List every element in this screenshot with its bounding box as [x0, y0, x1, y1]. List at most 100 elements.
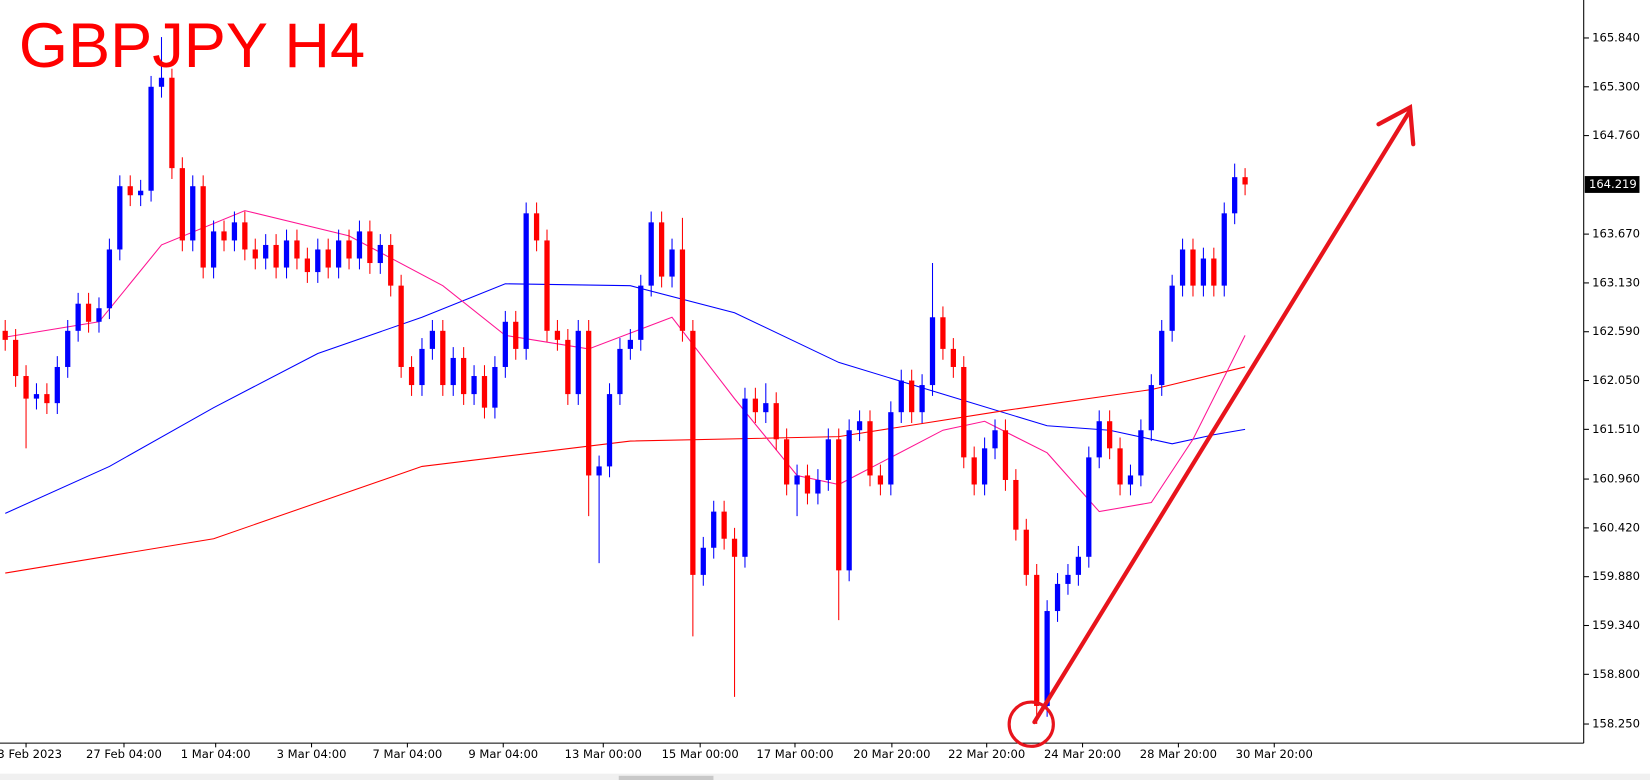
- candle-body: [471, 376, 477, 395]
- candle-body: [96, 308, 102, 322]
- y-tick-label: 165.840: [1592, 30, 1640, 44]
- candle-body: [617, 348, 623, 395]
- candle-body: [815, 479, 821, 494]
- candle-body: [784, 439, 790, 485]
- y-tick-label: 160.420: [1592, 520, 1640, 534]
- x-tick-label: 1 Mar 04:00: [181, 747, 251, 761]
- candle-body: [836, 439, 842, 571]
- y-tick-label: 165.300: [1592, 79, 1640, 93]
- x-tick-label: 30 Mar 20:00: [1236, 747, 1313, 761]
- candle-body: [1169, 285, 1175, 331]
- y-tick-label: 159.340: [1592, 618, 1640, 632]
- candle-body: [523, 213, 529, 349]
- candle-body: [606, 394, 613, 467]
- y-tick-label: 158.250: [1592, 717, 1640, 731]
- x-tick-label: 23 Feb 2023: [0, 747, 62, 761]
- candle-body: [1013, 479, 1019, 530]
- candle-body: [721, 511, 727, 539]
- candle-body: [210, 231, 217, 268]
- candle-body: [909, 380, 915, 413]
- candle-body: [388, 244, 394, 286]
- axes: 165.840 165.300 164.760 163.670 163.130 162.5…: [0, 30, 1640, 761]
- candle-body: [898, 380, 904, 413]
- trend-arrow: [1032, 108, 1413, 725]
- last-price-box: [1584, 176, 1640, 193]
- candle-body: [929, 317, 936, 386]
- y-tick-label: 162.050: [1592, 373, 1640, 387]
- candle-body: [335, 240, 342, 268]
- candle-body: [346, 240, 352, 259]
- low-marker-circle: [1007, 700, 1055, 748]
- candle-body: [1075, 556, 1082, 575]
- candle-body: [200, 186, 206, 268]
- candle-body: [75, 303, 81, 331]
- candle-body: [1242, 177, 1248, 185]
- candle-body: [950, 348, 956, 367]
- candle-body: [856, 421, 863, 431]
- candle-body: [648, 222, 654, 286]
- candle-body: [1179, 249, 1186, 286]
- candle-body: [429, 330, 436, 349]
- y-tick-label: 163.670: [1592, 227, 1640, 241]
- candle-body: [1054, 583, 1061, 612]
- candle-body: [1044, 611, 1050, 706]
- candle-body: [1148, 385, 1154, 431]
- candle-body: [679, 249, 686, 331]
- candle-body: [2, 330, 8, 340]
- y-tick-label: 159.880: [1592, 569, 1640, 583]
- candle-body: [252, 249, 258, 259]
- x-tick-label: 7 Mar 04:00: [372, 747, 442, 761]
- x-tick-label: 15 Mar 00:00: [662, 747, 739, 761]
- candle-body: [731, 538, 738, 557]
- moving-average-line: [5, 366, 1246, 574]
- candle-body: [565, 339, 571, 395]
- moving-average-line: [5, 210, 1246, 513]
- candle-body: [325, 249, 331, 268]
- candle-body: [440, 330, 446, 386]
- candle-body: [33, 394, 40, 399]
- y-tick-label: 161.510: [1592, 422, 1640, 436]
- candle-body: [502, 321, 508, 367]
- candle-body: [513, 321, 519, 349]
- y-tick-label: 158.800: [1592, 667, 1640, 681]
- candle-body: [481, 376, 488, 408]
- candle-body: [12, 339, 19, 377]
- candle-body: [221, 231, 227, 241]
- candle-body: [794, 475, 800, 485]
- x-tick-label: 17 Mar 00:00: [756, 747, 833, 761]
- candle-body: [1190, 249, 1196, 286]
- candles: [2, 37, 1248, 725]
- candle-body: [1107, 421, 1113, 449]
- candle-body: [700, 547, 706, 575]
- candle-body: [117, 186, 123, 250]
- candle-body: [273, 244, 279, 268]
- candle-body: [54, 366, 60, 404]
- candle-body: [65, 330, 71, 367]
- candle-body: [398, 285, 404, 367]
- candle-body: [1138, 430, 1144, 476]
- candle-body: [690, 330, 696, 575]
- candle-body: [596, 466, 602, 476]
- candle-body: [23, 376, 29, 399]
- candle-body: [627, 339, 633, 349]
- candle-body: [888, 412, 894, 485]
- candle-body: [367, 231, 373, 264]
- candle-body: [1065, 574, 1071, 584]
- candle-body: [190, 186, 196, 241]
- candle-body: [669, 249, 675, 277]
- candle-body: [638, 285, 644, 340]
- y-tick-label: 160.960: [1592, 472, 1640, 486]
- candle-body: [1221, 213, 1227, 286]
- candle-body: [846, 430, 852, 571]
- annotation: [1007, 104, 1416, 748]
- candle-body: [106, 249, 113, 309]
- candle-body: [492, 366, 498, 408]
- candle-body: [179, 168, 185, 241]
- candle-body: [263, 244, 269, 259]
- candle-body: [533, 213, 540, 241]
- candle-body: [1159, 330, 1165, 386]
- candle-body: [169, 77, 175, 169]
- candle-body: [304, 258, 310, 273]
- candle-body: [971, 457, 977, 485]
